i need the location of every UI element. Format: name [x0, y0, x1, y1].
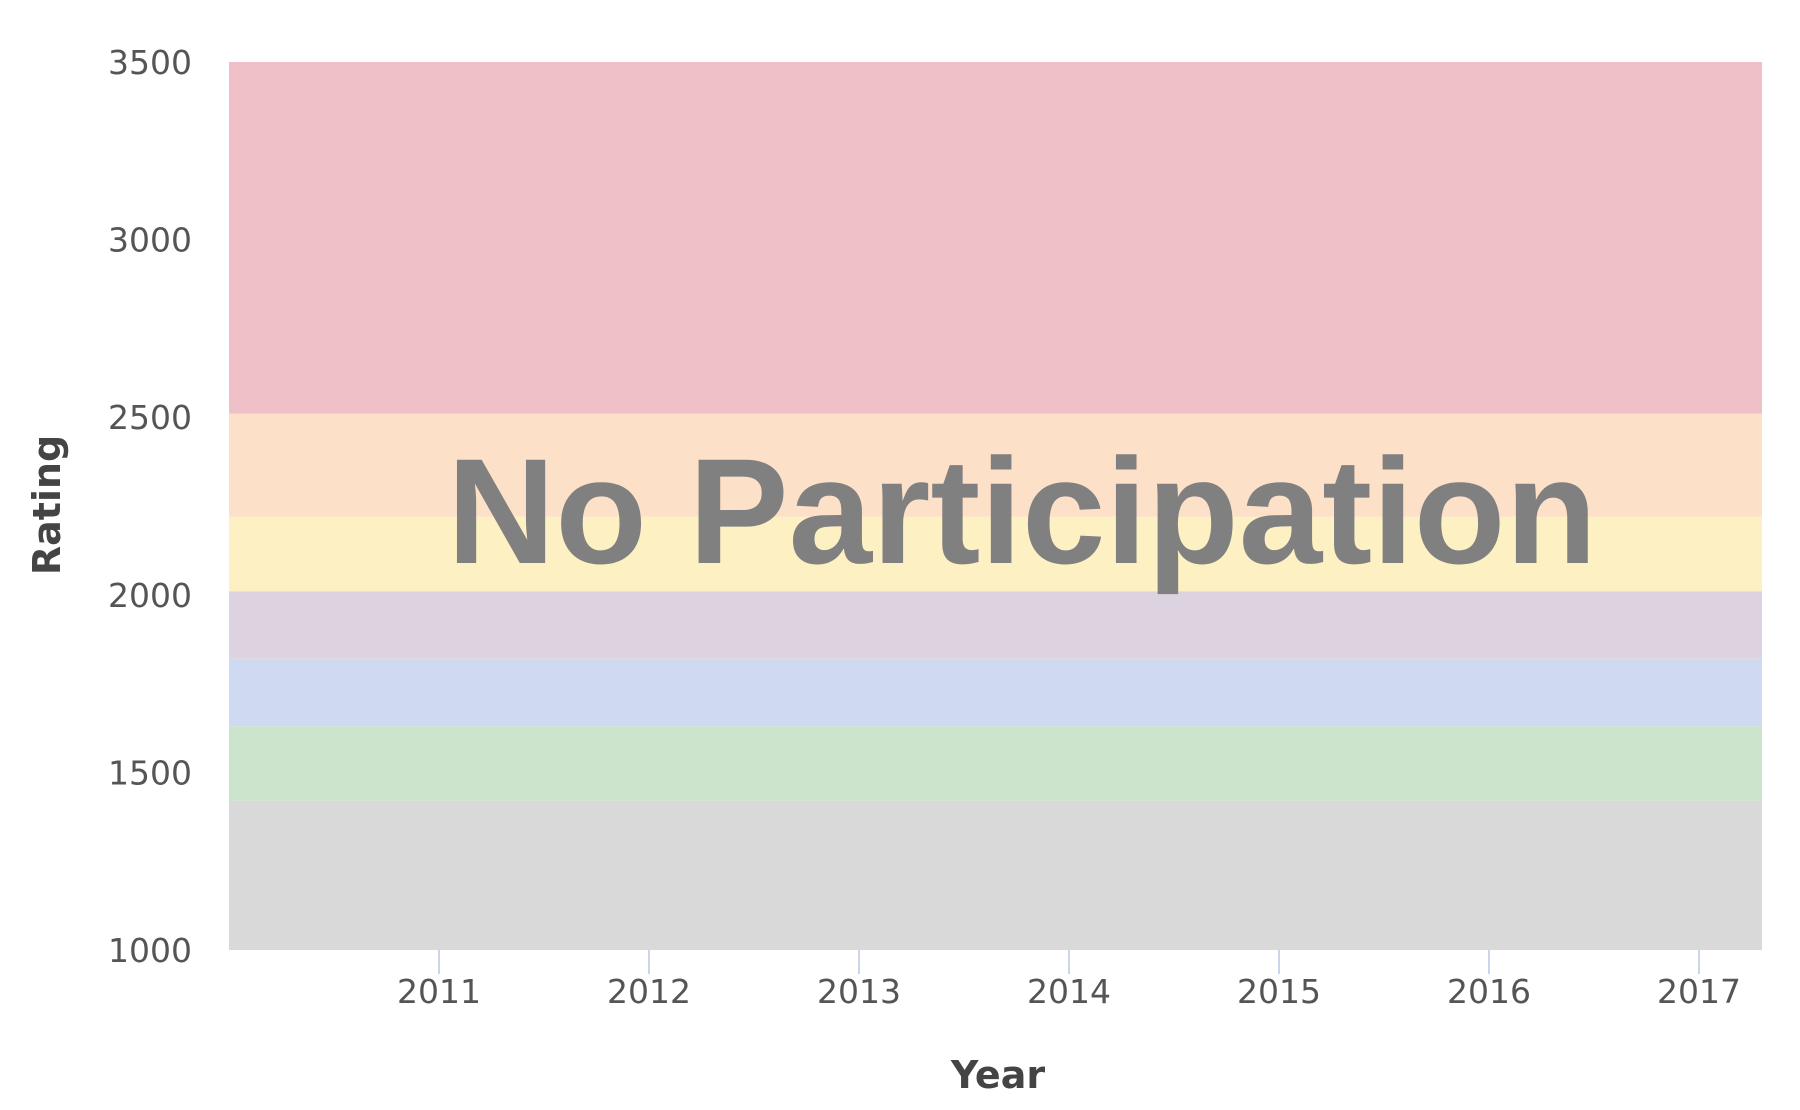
y-tick-label-3500: 3500	[108, 43, 192, 82]
y-axis-tick-labels: 1000 1500 2000 2500 3000 3500	[108, 43, 192, 970]
x-axis-ticks	[438, 950, 1700, 974]
rating-band-1630-1820	[229, 658, 1762, 727]
y-axis-title: Rating	[25, 435, 69, 575]
rating-band-2010-2220	[229, 516, 1762, 592]
x-tick-label-2011: 2011	[397, 972, 481, 1011]
x-axis-title: Year	[950, 1053, 1045, 1097]
x-tick-label-2014: 2014	[1027, 972, 1111, 1011]
y-tick-label-1500: 1500	[108, 753, 192, 792]
x-tick-label-2013: 2013	[817, 972, 901, 1011]
y-tick-label-3000: 3000	[108, 221, 192, 260]
rating-band-2220-2510	[229, 413, 1762, 517]
y-tick-label-2000: 2000	[108, 576, 192, 615]
rating-bands	[229, 62, 1762, 950]
no-participation-label: No Participation	[447, 427, 1597, 595]
x-tick-label-2012: 2012	[607, 972, 691, 1011]
rating-band-1420-1630	[229, 726, 1762, 801]
x-tick-label-2017: 2017	[1657, 972, 1741, 1011]
y-tick-label-2500: 2500	[108, 398, 192, 437]
x-tick-label-2016: 2016	[1447, 972, 1531, 1011]
x-axis-tick-labels: 2011 2012 2013 2014 2015 2016 2017	[397, 972, 1741, 1011]
y-tick-label-1000: 1000	[108, 931, 192, 970]
rating-band-1000-1420	[229, 800, 1762, 950]
rating-band-2510-3500	[229, 62, 1762, 414]
rating-band-1820-2010	[229, 591, 1762, 659]
x-tick-label-2015: 2015	[1237, 972, 1321, 1011]
